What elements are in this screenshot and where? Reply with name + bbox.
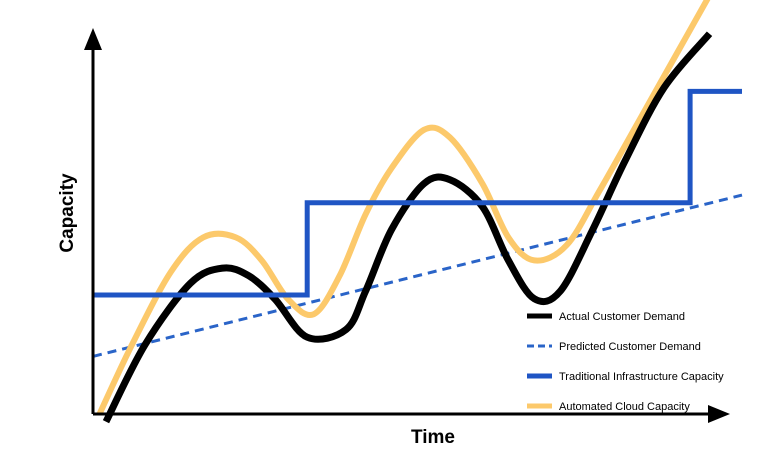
legend: Actual Customer Demand Predicted Customer… bbox=[527, 311, 724, 413]
legend-label-traditional-infrastructure-capacity: Traditional Infrastructure Capacity bbox=[559, 371, 724, 383]
series-line-automated-cloud-capacity bbox=[96, 0, 711, 416]
y-axis-arrow-icon bbox=[84, 28, 102, 50]
series-line-predicted-customer-demand bbox=[92, 193, 743, 358]
y-axis-label: Capacity bbox=[57, 173, 78, 253]
legend-label-automated-cloud-capacity: Automated Cloud Capacity bbox=[559, 401, 690, 413]
series-layer bbox=[92, 0, 743, 424]
x-axis-arrow-icon bbox=[708, 405, 730, 423]
legend-label-predicted-customer-demand: Predicted Customer Demand bbox=[559, 341, 701, 353]
legend-label-actual-customer-demand: Actual Customer Demand bbox=[559, 311, 685, 323]
axes bbox=[84, 28, 730, 423]
series-line-traditional-infrastructure-capacity bbox=[93, 88, 742, 298]
series-line-actual-customer-demand bbox=[102, 31, 713, 424]
x-axis-label: Time bbox=[411, 427, 455, 448]
